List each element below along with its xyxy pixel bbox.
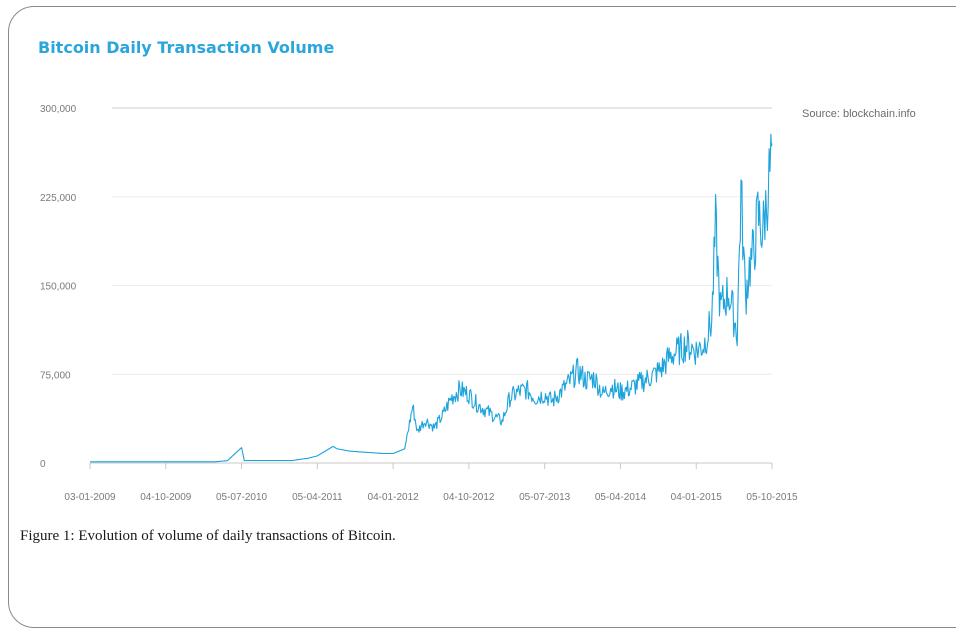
x-tick-label: 03-01-2009	[64, 492, 116, 503]
x-tick-label: 05-04-2011	[292, 492, 343, 503]
chart-title: Bitcoin Daily Transaction Volume	[38, 38, 335, 57]
x-tick-label: 04-01-2015	[671, 492, 723, 503]
x-tick-label: 05-07-2010	[216, 492, 268, 503]
gridlines	[112, 107, 772, 375]
y-axis-ticks: 0 75,000 150,000 225,000 300,000	[40, 104, 77, 470]
source-note: Source: blockchain.info	[802, 108, 916, 120]
x-tick-label: 04-10-2012	[443, 492, 495, 503]
x-tick-label: 04-10-2009	[140, 492, 192, 503]
y-tick-label: 150,000	[40, 282, 77, 293]
x-tick-label: 05-10-2015	[746, 492, 798, 503]
y-tick-label: 75,000	[40, 370, 71, 381]
figure-caption: Figure 1: Evolution of volume of daily t…	[20, 528, 396, 544]
x-tick-label: 05-07-2013	[519, 492, 571, 503]
x-axis: 03-01-2009 04-10-2009 05-07-2010 05-04-2011…	[64, 462, 798, 503]
series-line	[90, 133, 773, 463]
x-tick-label: 04-01-2012	[368, 492, 420, 503]
y-tick-label: 225,000	[40, 193, 77, 204]
y-tick-label: 300,000	[40, 104, 77, 115]
x-tick-label: 05-04-2014	[595, 492, 647, 503]
y-tick-label: 0	[40, 459, 46, 470]
series-layer	[90, 133, 773, 463]
